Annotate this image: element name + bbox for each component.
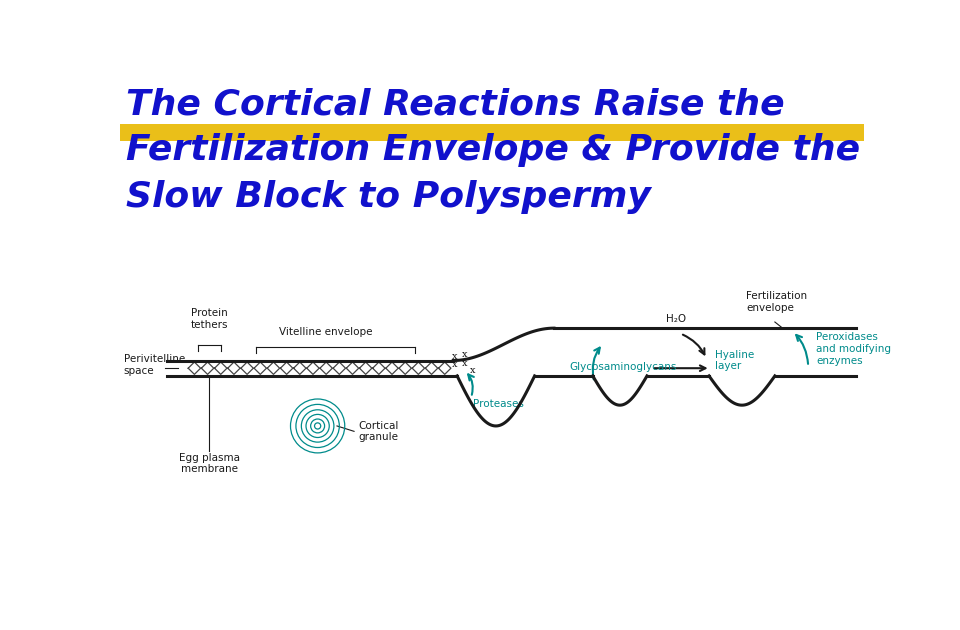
Text: Egg plasma
membrane: Egg plasma membrane: [179, 453, 240, 474]
Text: Vitelline envelope: Vitelline envelope: [278, 328, 372, 338]
Text: Glycosaminoglycans: Glycosaminoglycans: [569, 362, 677, 372]
Text: x: x: [469, 366, 475, 375]
Text: x: x: [452, 352, 458, 361]
Text: Fertilization Envelope & Provide the: Fertilization Envelope & Provide the: [126, 134, 860, 168]
Text: Fertilization
envelope: Fertilization envelope: [746, 291, 807, 312]
Text: Protein
tethers: Protein tethers: [190, 308, 228, 329]
FancyBboxPatch shape: [120, 124, 864, 141]
Text: x: x: [462, 350, 468, 359]
Text: Hyaline
layer: Hyaline layer: [715, 350, 755, 371]
Text: Proteases: Proteases: [472, 399, 523, 409]
Text: Perivitelline
space: Perivitelline space: [124, 354, 185, 376]
Text: x: x: [462, 359, 468, 368]
Text: The Cortical Reactions Raise the: The Cortical Reactions Raise the: [126, 87, 785, 121]
Text: Cortical
granule: Cortical granule: [359, 421, 399, 442]
Text: Slow Block to Polyspermy: Slow Block to Polyspermy: [126, 180, 651, 214]
Text: x: x: [452, 360, 458, 369]
Text: H₂O: H₂O: [666, 314, 686, 324]
Text: Peroxidases
and modifying
enzymes: Peroxidases and modifying enzymes: [816, 333, 891, 365]
